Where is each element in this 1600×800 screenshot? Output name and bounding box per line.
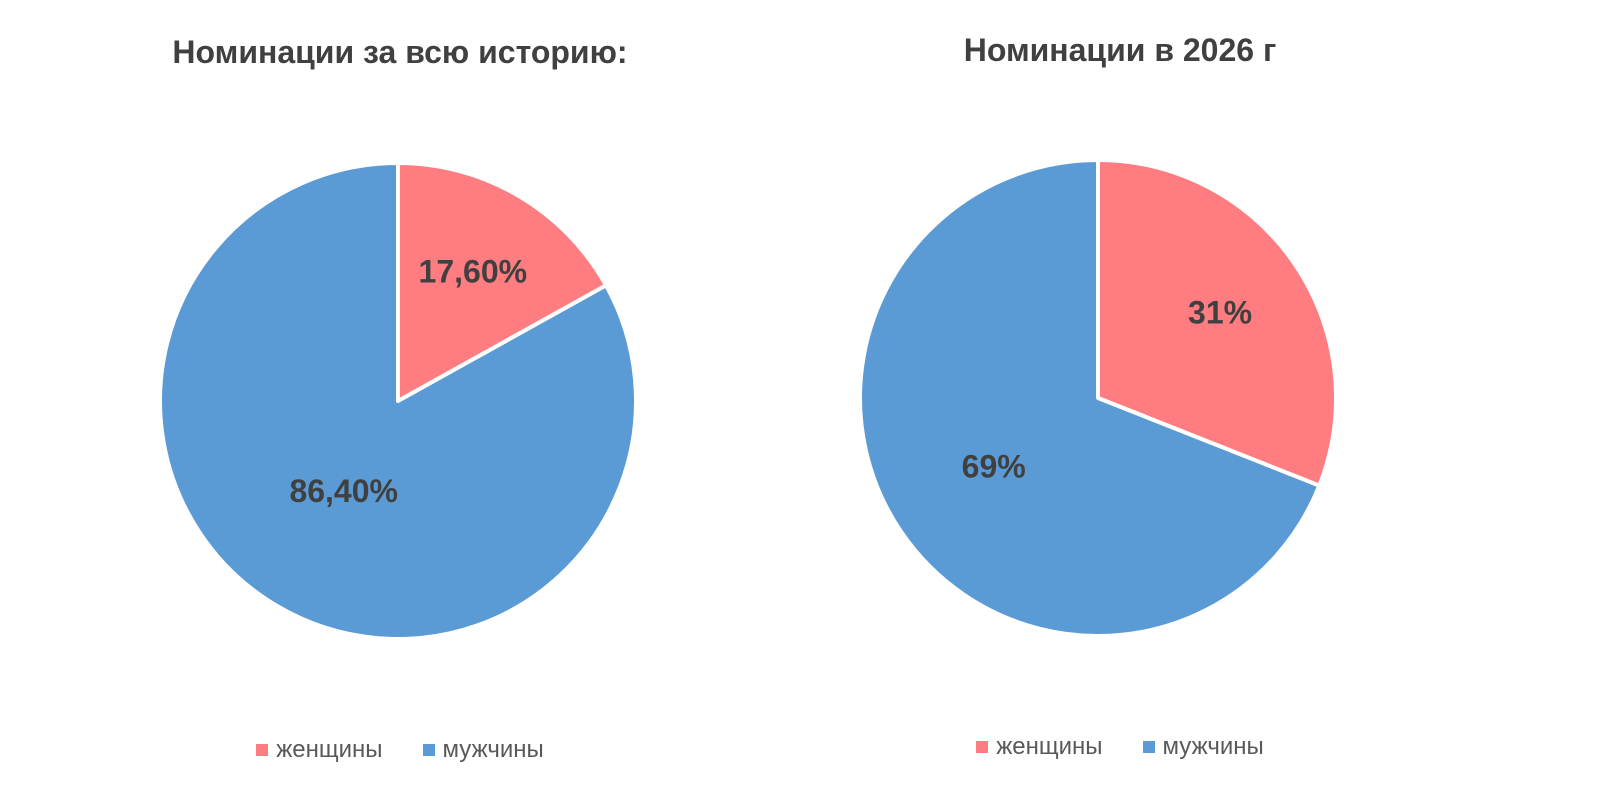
chart-title: Номинации в 2026 г <box>963 32 1277 68</box>
data-label-women: 17,60% <box>419 253 528 289</box>
pie-slice-men <box>158 161 638 641</box>
legend: женщины мужчины <box>40 736 760 764</box>
data-label-men: 86,40% <box>289 473 398 509</box>
legend-label-women: женщины <box>276 736 383 763</box>
chart-title: Номинации за всю историю: <box>172 34 628 70</box>
legend-item-men: мужчины <box>422 736 544 764</box>
data-label-men: 69% <box>962 448 1026 484</box>
legend-item-men: мужчины <box>1142 733 1264 761</box>
legend-swatch-men <box>422 744 435 756</box>
legend: женщины мужчины <box>760 733 1480 761</box>
pie-chart-2026: Номинации в 2026 г 31% 69% женщины мужчин… <box>760 0 1480 800</box>
pie-slice-women <box>396 161 609 403</box>
legend-swatch-women <box>256 744 269 756</box>
legend-item-women: женщины <box>976 733 1103 761</box>
data-label-women: 31% <box>1188 295 1252 331</box>
legend-swatch-men <box>1142 741 1155 753</box>
legend-label-women: женщины <box>996 733 1103 760</box>
pie-plot: 17,60% 86,40% <box>158 161 638 641</box>
pie-slice-men <box>858 158 1322 638</box>
legend-swatch-women <box>976 741 989 753</box>
legend-label-men: мужчины <box>442 736 544 763</box>
legend-item-women: женщины <box>256 736 383 764</box>
pie-chart-all-time: Номинации за всю историю: 17,60% 86,40% ж… <box>40 0 760 800</box>
legend-label-men: мужчины <box>1162 733 1264 760</box>
pie-plot: 31% 69% <box>858 158 1338 638</box>
pie-slice-women <box>1096 158 1338 488</box>
